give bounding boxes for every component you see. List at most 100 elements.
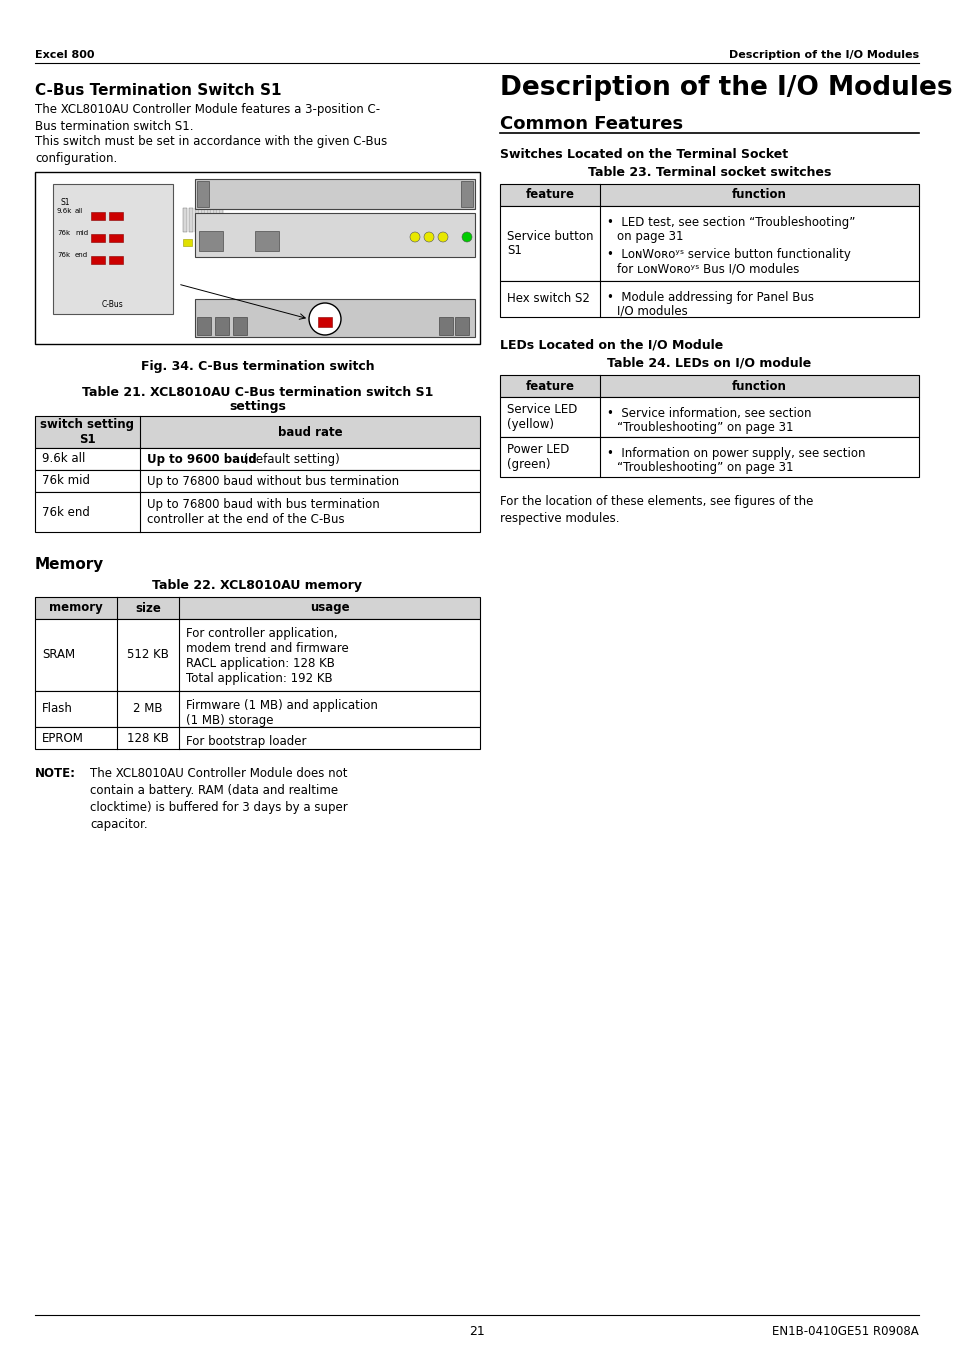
Text: The XCL8010AU Controller Module does not
contain a battery. RAM (data and realti: The XCL8010AU Controller Module does not… xyxy=(90,767,348,831)
Text: For controller application,
modem trend and firmware
RACL application: 128 KB
To: For controller application, modem trend … xyxy=(186,627,349,685)
Text: “Troubleshooting” on page 31: “Troubleshooting” on page 31 xyxy=(617,461,793,474)
Text: for ʟᴏɴWᴏʀᴏʸˢ Bus I/O modules: for ʟᴏɴWᴏʀᴏʸˢ Bus I/O modules xyxy=(617,262,799,276)
Bar xyxy=(499,436,918,477)
Bar xyxy=(183,208,187,232)
Text: •  Module addressing for Panel Bus: • Module addressing for Panel Bus xyxy=(606,290,813,304)
Text: Power LED
(green): Power LED (green) xyxy=(506,443,569,471)
Bar xyxy=(199,231,223,251)
Text: Firmware (1 MB) and application
(1 MB) storage: Firmware (1 MB) and application (1 MB) s… xyxy=(186,698,377,727)
Bar xyxy=(438,317,453,335)
Text: feature: feature xyxy=(525,380,574,393)
Bar xyxy=(194,213,475,257)
Text: LEDs Located on the I/O Module: LEDs Located on the I/O Module xyxy=(499,339,722,353)
Bar xyxy=(109,212,123,220)
Bar xyxy=(35,449,479,470)
Text: For bootstrap loader: For bootstrap loader xyxy=(186,735,306,748)
Text: memory: memory xyxy=(49,601,103,615)
Text: Up to 76800 baud with bus termination
controller at the end of the C-Bus: Up to 76800 baud with bus termination co… xyxy=(147,499,379,526)
Bar xyxy=(194,239,204,246)
Text: C-Bus Termination Switch S1: C-Bus Termination Switch S1 xyxy=(35,82,281,99)
Text: •  LED test, see section “Troubleshooting”: • LED test, see section “Troubleshooting… xyxy=(606,216,855,230)
Text: all: all xyxy=(75,208,83,213)
Text: “Troubleshooting” on page 31: “Troubleshooting” on page 31 xyxy=(617,422,793,434)
Text: Hex switch S2: Hex switch S2 xyxy=(506,293,589,305)
Text: For the location of these elements, see figures of the
respective modules.: For the location of these elements, see … xyxy=(499,494,813,526)
Bar xyxy=(35,619,479,690)
Text: •  LᴏɴWᴏʀᴏʸˢ service button functionality: • LᴏɴWᴏʀᴏʸˢ service button functionality xyxy=(606,249,850,261)
Text: Table 23. Terminal socket switches: Table 23. Terminal socket switches xyxy=(587,166,830,178)
Text: 128 KB: 128 KB xyxy=(127,731,169,744)
Bar xyxy=(35,416,479,449)
Bar xyxy=(35,727,479,748)
Text: switch setting
S1: switch setting S1 xyxy=(40,417,134,446)
Bar xyxy=(189,208,193,232)
Bar xyxy=(35,172,479,345)
Bar xyxy=(499,376,918,397)
Bar xyxy=(214,317,229,335)
Bar xyxy=(194,208,199,232)
Text: Service button
S1: Service button S1 xyxy=(506,230,593,258)
Text: 9.6k: 9.6k xyxy=(57,208,72,213)
Text: 76k end: 76k end xyxy=(42,505,90,519)
Text: baud rate: baud rate xyxy=(277,426,342,439)
Text: Description of the I/O Modules: Description of the I/O Modules xyxy=(728,50,918,59)
Bar xyxy=(499,281,918,317)
Text: size: size xyxy=(135,601,161,615)
Text: EPROM: EPROM xyxy=(42,731,84,744)
Bar xyxy=(196,181,209,207)
Text: 76k mid: 76k mid xyxy=(42,474,90,488)
Circle shape xyxy=(461,232,472,242)
Bar xyxy=(499,205,918,281)
Bar xyxy=(35,597,479,619)
Text: 21: 21 xyxy=(469,1325,484,1337)
Bar xyxy=(183,239,192,246)
Bar xyxy=(219,208,223,232)
Bar xyxy=(460,181,473,207)
Bar xyxy=(194,299,475,336)
Circle shape xyxy=(309,303,340,335)
Bar xyxy=(233,317,247,335)
Text: C-Bus: C-Bus xyxy=(102,300,124,309)
Text: S1: S1 xyxy=(61,199,71,207)
Text: usage: usage xyxy=(310,601,349,615)
Bar xyxy=(254,231,278,251)
Bar xyxy=(109,255,123,263)
Bar xyxy=(317,317,332,327)
Circle shape xyxy=(423,232,434,242)
Text: Switches Located on the Terminal Socket: Switches Located on the Terminal Socket xyxy=(499,149,787,161)
Bar xyxy=(194,178,475,209)
Text: Up to 9600 baud: Up to 9600 baud xyxy=(147,453,256,466)
Bar xyxy=(91,212,105,220)
Text: Excel 800: Excel 800 xyxy=(35,50,94,59)
Circle shape xyxy=(410,232,419,242)
Text: •  Service information, see section: • Service information, see section xyxy=(606,407,811,420)
Text: 512 KB: 512 KB xyxy=(127,648,169,662)
Text: Fig. 34. C-Bus termination switch: Fig. 34. C-Bus termination switch xyxy=(140,359,374,373)
Text: 76k: 76k xyxy=(57,230,71,236)
Bar xyxy=(35,492,479,532)
Text: Table 24. LEDs on I/O module: Table 24. LEDs on I/O module xyxy=(607,357,811,370)
Text: Description of the I/O Modules: Description of the I/O Modules xyxy=(499,76,952,101)
Text: on page 31: on page 31 xyxy=(617,230,682,243)
Text: settings: settings xyxy=(229,400,286,413)
Text: (default setting): (default setting) xyxy=(240,453,339,466)
Text: function: function xyxy=(731,189,786,201)
Text: Common Features: Common Features xyxy=(499,115,682,132)
Bar xyxy=(196,317,211,335)
Text: •  Information on power supply, see section: • Information on power supply, see secti… xyxy=(606,447,864,459)
Bar xyxy=(455,317,469,335)
Bar xyxy=(201,208,205,232)
Text: Table 22. XCL8010AU memory: Table 22. XCL8010AU memory xyxy=(152,580,362,592)
Text: Up to 76800 baud without bus termination: Up to 76800 baud without bus termination xyxy=(147,474,398,488)
Text: Memory: Memory xyxy=(35,557,104,571)
Bar xyxy=(499,184,918,205)
Text: I/O modules: I/O modules xyxy=(617,305,687,317)
Bar xyxy=(213,208,216,232)
Bar xyxy=(499,397,918,436)
Circle shape xyxy=(437,232,448,242)
Text: 2 MB: 2 MB xyxy=(133,703,163,716)
Text: SRAM: SRAM xyxy=(42,648,75,662)
Bar xyxy=(109,234,123,242)
Text: function: function xyxy=(731,380,786,393)
Text: 9.6k all: 9.6k all xyxy=(42,453,85,466)
